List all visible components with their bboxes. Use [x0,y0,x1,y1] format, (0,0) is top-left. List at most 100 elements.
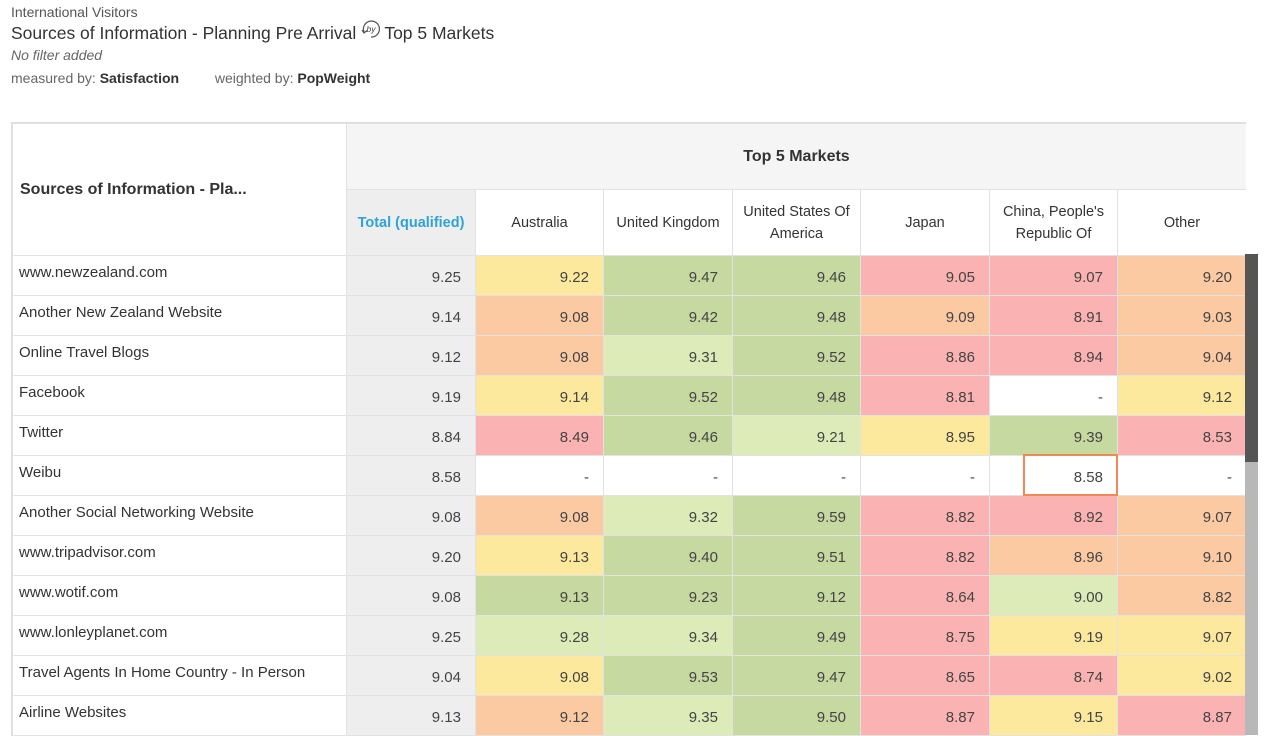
data-cell[interactable]: 9.21 [732,415,861,456]
title-column-variable[interactable]: Top 5 Markets [384,23,495,43]
data-cell[interactable]: 9.12 [732,575,861,616]
data-cell[interactable]: - [989,375,1118,416]
row-label[interactable]: Online Travel Blogs [12,335,347,376]
data-cell[interactable]: 9.46 [603,415,733,456]
data-cell[interactable]: 8.49 [475,415,604,456]
data-cell[interactable]: 9.49 [732,615,861,656]
data-cell[interactable]: 9.10 [1117,535,1246,576]
row-label[interactable]: Facebook [12,375,347,416]
data-cell[interactable]: - [1117,455,1246,496]
data-cell[interactable]: 9.52 [603,375,733,416]
data-cell[interactable]: 8.82 [1117,575,1246,616]
data-cell[interactable]: 9.08 [475,495,604,536]
row-label[interactable]: www.wotif.com [12,575,347,616]
data-cell[interactable]: 9.28 [475,615,604,656]
data-cell[interactable]: 9.34 [603,615,733,656]
total-cell[interactable]: 8.84 [346,415,476,456]
data-cell[interactable]: 9.46 [732,255,861,296]
data-cell[interactable]: 8.65 [860,655,990,696]
data-cell[interactable]: 9.59 [732,495,861,536]
row-label[interactable]: www.tripadvisor.com [12,535,347,576]
row-label[interactable]: www.lonleyplanet.com [12,615,347,656]
column-header[interactable]: Australia [475,189,604,256]
row-variable-header[interactable]: Sources of Information - Pla... [12,123,347,256]
total-cell[interactable]: 9.04 [346,655,476,696]
data-cell[interactable]: 8.95 [860,415,990,456]
data-cell[interactable]: 8.58 [989,455,1118,496]
total-cell[interactable]: 8.58 [346,455,476,496]
data-cell[interactable]: 9.12 [1117,375,1246,416]
column-header[interactable]: China, People's Republic Of [989,189,1118,256]
data-cell[interactable]: 9.48 [732,295,861,336]
data-cell[interactable]: 9.07 [1117,615,1246,656]
data-cell[interactable]: 9.09 [860,295,990,336]
data-cell[interactable]: 8.91 [989,295,1118,336]
data-cell[interactable]: - [603,455,733,496]
data-cell[interactable]: 8.53 [1117,415,1246,456]
row-label[interactable]: Airline Websites [12,695,347,736]
data-cell[interactable]: 8.87 [860,695,990,736]
data-cell[interactable]: 8.92 [989,495,1118,536]
data-cell[interactable]: 8.81 [860,375,990,416]
data-cell[interactable]: 9.22 [475,255,604,296]
data-cell[interactable]: 9.42 [603,295,733,336]
vertical-scrollbar[interactable] [1245,254,1258,735]
data-cell[interactable]: 8.94 [989,335,1118,376]
data-cell[interactable]: 9.32 [603,495,733,536]
data-cell[interactable]: 9.40 [603,535,733,576]
total-cell[interactable]: 9.25 [346,255,476,296]
measured-by-value[interactable]: Satisfaction [99,70,180,86]
data-cell[interactable]: 9.50 [732,695,861,736]
data-cell[interactable]: 9.14 [475,375,604,416]
data-cell[interactable]: 9.08 [475,295,604,336]
data-cell[interactable]: 8.74 [989,655,1118,696]
row-label[interactable]: www.newzealand.com [12,255,347,296]
data-cell[interactable]: 9.08 [475,655,604,696]
column-header-total[interactable]: Total (qualified) [346,189,476,256]
column-header[interactable]: United Kingdom [603,189,733,256]
data-cell[interactable]: 9.07 [989,255,1118,296]
data-cell[interactable]: 9.47 [603,255,733,296]
weighted-by-value[interactable]: PopWeight [297,70,371,86]
total-cell[interactable]: 9.12 [346,335,476,376]
data-cell[interactable]: 8.82 [860,535,990,576]
data-cell[interactable]: - [732,455,861,496]
column-header[interactable]: Japan [860,189,990,256]
data-cell[interactable]: 9.51 [732,535,861,576]
data-cell[interactable]: 8.87 [1117,695,1246,736]
data-cell[interactable]: 9.19 [989,615,1118,656]
data-cell[interactable]: 9.08 [475,335,604,376]
row-label[interactable]: Another New Zealand Website [12,295,347,336]
data-cell[interactable]: 9.15 [989,695,1118,736]
data-cell[interactable]: 8.86 [860,335,990,376]
data-cell[interactable]: 9.13 [475,535,604,576]
total-cell[interactable]: 9.14 [346,295,476,336]
data-cell[interactable]: 9.13 [475,575,604,616]
total-cell[interactable]: 9.19 [346,375,476,416]
data-cell[interactable]: 9.35 [603,695,733,736]
data-cell[interactable]: 9.23 [603,575,733,616]
row-label[interactable]: Twitter [12,415,347,456]
data-cell[interactable]: 9.03 [1117,295,1246,336]
data-cell[interactable]: 9.39 [989,415,1118,456]
total-cell[interactable]: 9.08 [346,575,476,616]
data-cell[interactable]: 8.64 [860,575,990,616]
data-cell[interactable]: 9.53 [603,655,733,696]
data-cell[interactable]: 8.96 [989,535,1118,576]
data-cell[interactable]: 9.31 [603,335,733,376]
data-cell[interactable]: 9.52 [732,335,861,376]
data-cell[interactable]: 9.02 [1117,655,1246,696]
data-cell[interactable]: 8.75 [860,615,990,656]
data-cell[interactable]: - [860,455,990,496]
data-cell[interactable]: 9.00 [989,575,1118,616]
total-cell[interactable]: 9.25 [346,615,476,656]
data-cell[interactable]: 9.20 [1117,255,1246,296]
row-label[interactable]: Weibu [12,455,347,496]
column-header[interactable]: Other [1117,189,1246,256]
scrollbar-thumb[interactable] [1245,254,1258,462]
data-cell[interactable]: 9.48 [732,375,861,416]
data-cell[interactable]: 9.47 [732,655,861,696]
data-cell[interactable]: - [475,455,604,496]
column-group-header[interactable]: Top 5 Markets [346,123,1246,190]
data-cell[interactable]: 9.04 [1117,335,1246,376]
